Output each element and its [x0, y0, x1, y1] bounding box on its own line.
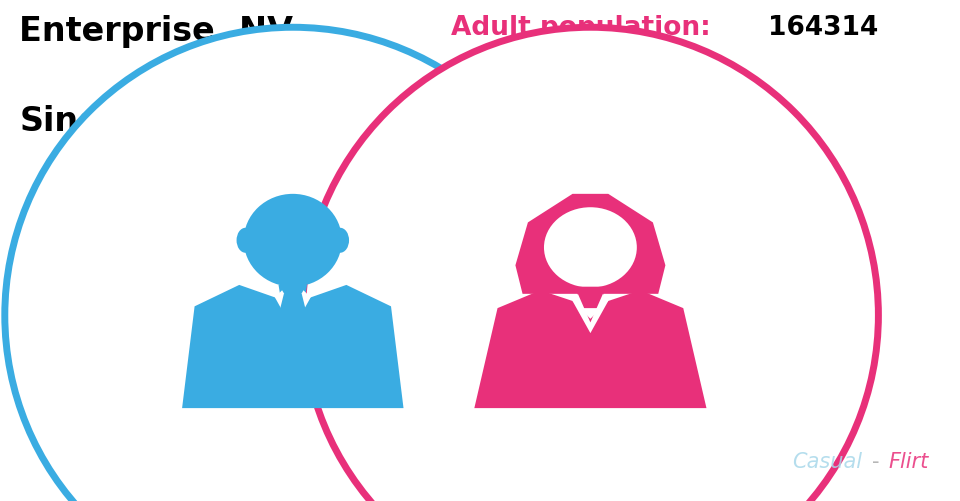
Text: 49%: 49% [320, 107, 383, 133]
Polygon shape [283, 294, 302, 305]
Text: Women:: Women: [528, 107, 649, 133]
Polygon shape [275, 291, 311, 330]
Ellipse shape [331, 228, 349, 254]
Text: Singles: Singles [19, 105, 156, 138]
Polygon shape [182, 286, 403, 408]
Text: Casual: Casual [792, 451, 862, 471]
Ellipse shape [544, 208, 636, 288]
Ellipse shape [244, 194, 342, 287]
Polygon shape [280, 294, 305, 348]
Polygon shape [278, 286, 307, 307]
Text: Enterprise, NV: Enterprise, NV [19, 15, 293, 48]
Polygon shape [576, 287, 605, 309]
Text: 50%: 50% [669, 107, 732, 133]
Polygon shape [572, 294, 609, 334]
Polygon shape [516, 194, 665, 294]
Ellipse shape [302, 28, 878, 501]
Text: Adult population:: Adult population: [451, 15, 711, 41]
Text: Flirt: Flirt [888, 451, 928, 471]
Text: -: - [872, 451, 879, 471]
Ellipse shape [236, 228, 254, 254]
Text: 164314: 164314 [768, 15, 878, 41]
Text: Men:: Men: [230, 107, 303, 133]
Ellipse shape [5, 28, 581, 501]
Polygon shape [474, 291, 707, 408]
